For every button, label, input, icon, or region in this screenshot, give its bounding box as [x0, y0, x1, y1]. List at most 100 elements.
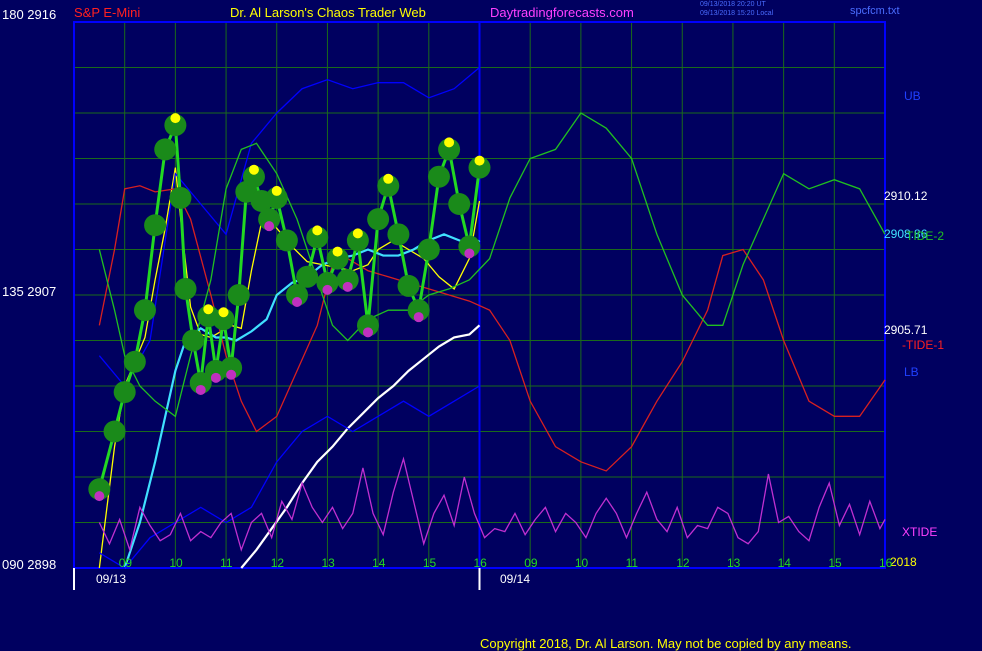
price-glow-34 — [397, 274, 420, 297]
high-marker-18 — [248, 164, 259, 175]
price-glow-22 — [275, 229, 298, 252]
price-glow-20 — [258, 208, 281, 231]
price-glow-9 — [174, 277, 197, 300]
price-glow-2 — [113, 381, 136, 404]
x-tick-label: 12 — [676, 556, 690, 570]
x-tick-label: 10 — [169, 556, 183, 570]
x-tick-label: 13 — [321, 556, 335, 570]
price-glow-18 — [242, 165, 265, 188]
x-tick-label: 13 — [726, 556, 741, 570]
site-link[interactable]: Daytradingforecasts.com — [490, 5, 634, 20]
price-glow-24 — [296, 265, 319, 288]
x-tick-label: 09 — [118, 556, 133, 570]
high-marker-29 — [352, 228, 363, 239]
x-tick-label: 11 — [625, 556, 639, 570]
x-tick-label: 15 — [828, 556, 842, 570]
data-file-name: spcfcm.txt — [850, 5, 900, 17]
y-label-mid: 135 2907 — [2, 284, 57, 299]
low-marker-30 — [362, 327, 373, 338]
price-glow-35 — [407, 299, 430, 322]
series-line-5 — [99, 385, 480, 569]
high-marker-14 — [218, 307, 229, 318]
high-marker-41 — [474, 155, 485, 166]
high-marker-7 — [170, 113, 181, 124]
series-line-3 — [240, 324, 481, 569]
price-glow-16 — [227, 284, 250, 306]
price-glow-32 — [377, 174, 400, 197]
date-label-second: 09/14 — [500, 572, 531, 586]
price-glow-1 — [103, 420, 126, 443]
x-tick-label: 16 — [473, 556, 487, 570]
copyright-notice: Copyright 2018, Dr. Al Larson. May not b… — [480, 636, 852, 651]
price-glow-36 — [417, 238, 440, 261]
y-label-top: 180 2916 — [2, 7, 57, 22]
timestamp-local: 09/13/2018 15:20 Local — [700, 10, 774, 17]
price-glow-27 — [326, 247, 349, 270]
price-glow-39 — [448, 193, 471, 215]
price-glow-7 — [164, 114, 187, 137]
price-glow-15 — [220, 356, 243, 379]
x-tick-label: 09 — [524, 556, 538, 570]
price-glow-11 — [189, 371, 212, 394]
price-glow-10 — [182, 329, 205, 352]
price-glow-30 — [356, 314, 379, 337]
lb-label: LB — [904, 365, 919, 379]
high-marker-21 — [271, 185, 282, 196]
low-marker-40 — [464, 248, 475, 259]
high-marker-25 — [312, 225, 323, 236]
high-marker-38 — [444, 137, 455, 148]
price-glow-5 — [144, 214, 167, 237]
timestamp-ut: 09/13/2018 20:20 UT — [700, 1, 766, 8]
year-label: 2018 — [890, 555, 917, 569]
tide2-label: TIDE-2 — [906, 229, 945, 243]
x-tick-label: 12 — [270, 556, 285, 570]
high-marker-32 — [383, 173, 394, 184]
price-glow-8 — [169, 186, 192, 209]
price-glow-28 — [336, 268, 359, 291]
low-marker-11 — [195, 384, 206, 395]
high-marker-12 — [203, 304, 214, 315]
high-marker-27 — [332, 246, 343, 257]
x-tick-label: 10 — [574, 556, 589, 570]
date-label-first: 09/13 — [96, 572, 127, 586]
price-glow-3 — [123, 350, 146, 373]
price-glow-6 — [154, 138, 177, 161]
low-marker-15 — [226, 369, 237, 380]
x-tick-label: 11 — [220, 556, 233, 570]
price-glow-25 — [306, 226, 329, 249]
x-tick-label: 14 — [372, 556, 386, 570]
price-glow-14 — [212, 308, 235, 331]
x-tick-label: 14 — [777, 556, 791, 570]
price-glow-23 — [286, 284, 309, 306]
price-label-high: 2910.12 — [884, 189, 928, 203]
price-glow-40 — [458, 235, 481, 258]
price-glow-41 — [468, 156, 491, 179]
low-marker-0 — [94, 491, 105, 502]
price-glow-29 — [346, 229, 369, 252]
y-label-bottom: 090 2898 — [2, 557, 57, 572]
low-marker-13 — [210, 372, 221, 383]
tide1-label: -TIDE-1 — [902, 338, 944, 352]
price-markers — [88, 113, 491, 502]
price-glow-0 — [88, 478, 111, 501]
low-marker-28 — [342, 281, 353, 292]
series-line-4 — [98, 67, 480, 388]
low-marker-20 — [264, 221, 275, 232]
price-glow-4 — [133, 299, 156, 322]
chart-title: Dr. Al Larson's Chaos Trader Web — [230, 5, 426, 20]
xtide-label: XTIDE — [902, 525, 938, 539]
symbol-title: S&P E-Mini — [74, 5, 141, 20]
series-line-6 — [98, 185, 886, 472]
series-line-8 — [98, 456, 886, 553]
low-marker-23 — [292, 297, 303, 307]
price-glow-21 — [265, 186, 288, 209]
price-glow-33 — [387, 223, 410, 246]
low-marker-26 — [322, 284, 333, 295]
price-label-low: 2905.71 — [884, 323, 928, 337]
price-label-mid: 2908.86 — [884, 227, 928, 241]
x-tick-label: 16 — [879, 556, 893, 570]
price-glow-37 — [427, 165, 450, 188]
price-glow-31 — [367, 208, 390, 231]
low-marker-35 — [413, 312, 424, 323]
